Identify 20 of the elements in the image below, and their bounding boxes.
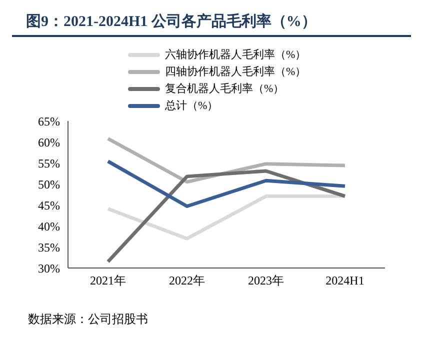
x-tick-label: 2024H1 bbox=[326, 274, 364, 288]
y-tick-label: 40% bbox=[38, 219, 60, 234]
line-series bbox=[106, 169, 347, 264]
legend-label: 六轴协作机器人毛利率（%） bbox=[165, 48, 306, 62]
legend-label: 总计（%） bbox=[165, 99, 218, 113]
chart-title: 图9：2021-2024H1 公司各产品毛利率（%） bbox=[12, 8, 411, 37]
line-series bbox=[106, 160, 347, 208]
y-tick-label: 60% bbox=[38, 135, 60, 150]
x-tick-label: 2023年 bbox=[248, 274, 284, 288]
source-note: 数据来源：公司招股书 bbox=[28, 311, 149, 328]
y-tick-label: 30% bbox=[38, 261, 60, 276]
y-tick-label: 50% bbox=[38, 177, 60, 192]
x-tick-label: 2022年 bbox=[169, 274, 205, 288]
legend-label: 四轴协作机器人毛利率（%） bbox=[165, 64, 306, 79]
y-tick-label: 65% bbox=[38, 114, 60, 128]
y-tick-label: 55% bbox=[38, 156, 60, 170]
legend-label: 复合机器人毛利率（%） bbox=[165, 82, 284, 96]
y-tick-label: 45% bbox=[38, 198, 60, 212]
x-tick-label: 2021年 bbox=[90, 274, 126, 288]
y-tick-label: 35% bbox=[38, 240, 60, 254]
